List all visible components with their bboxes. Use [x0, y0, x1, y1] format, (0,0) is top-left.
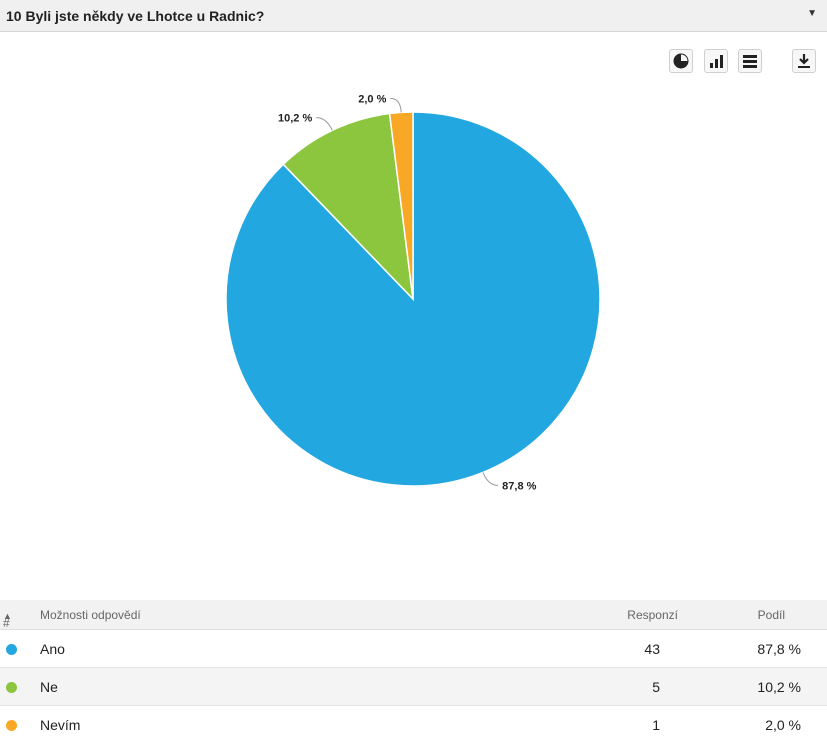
row-share: 10,2 %	[757, 679, 801, 695]
row-label: Nevím	[40, 717, 81, 733]
column-responses: Responzí	[627, 608, 678, 622]
row-responses: 43	[644, 641, 660, 657]
table-row: Ano 43 87,8 %	[0, 630, 827, 668]
pie-slice-ne[interactable]	[282, 112, 415, 302]
row-responses: 1	[652, 717, 660, 733]
table-row: Nevím 1 2,0 %	[0, 706, 827, 744]
pie-chart: 87,8 % 10,2 % 2,0 %	[225, 93, 601, 492]
download-icon[interactable]	[792, 49, 816, 73]
slice-data-label: 10,2 %	[278, 113, 312, 125]
row-share: 2,0 %	[765, 717, 801, 733]
table-icon[interactable]	[738, 49, 762, 73]
row-share: 87,8 %	[757, 641, 801, 657]
legend-dot	[6, 720, 17, 731]
column-number[interactable]: # ▲	[3, 611, 12, 630]
row-label: Ano	[40, 641, 65, 657]
caret-down-icon[interactable]: ▼	[807, 8, 817, 19]
legend-dot	[6, 682, 17, 693]
question-header[interactable]: 10 Byli jste někdy ve Lhotce u Radnic? ▼	[0, 0, 827, 32]
sort-asc-icon[interactable]: ▲	[3, 611, 12, 621]
column-option: Možnosti odpovědí	[40, 608, 141, 622]
legend-dot	[6, 644, 17, 655]
table-header: # ▲ Možnosti odpovědí Responzí Podíl	[0, 600, 827, 630]
slice-data-label: 87,8 %	[502, 480, 536, 492]
pie-chart-icon[interactable]	[669, 49, 693, 73]
slice-data-label: 2,0 %	[358, 93, 386, 105]
label-leader-line	[390, 97, 402, 113]
label-leader-line	[316, 117, 333, 131]
row-responses: 5	[652, 679, 660, 695]
row-label: Ne	[40, 679, 58, 695]
table-row: Ne 5 10,2 %	[0, 668, 827, 706]
column-share: Podíl	[757, 608, 785, 622]
bar-chart-icon[interactable]	[704, 49, 728, 73]
label-leader-line	[482, 472, 499, 486]
question-title: 10 Byli jste někdy ve Lhotce u Radnic?	[6, 8, 265, 24]
